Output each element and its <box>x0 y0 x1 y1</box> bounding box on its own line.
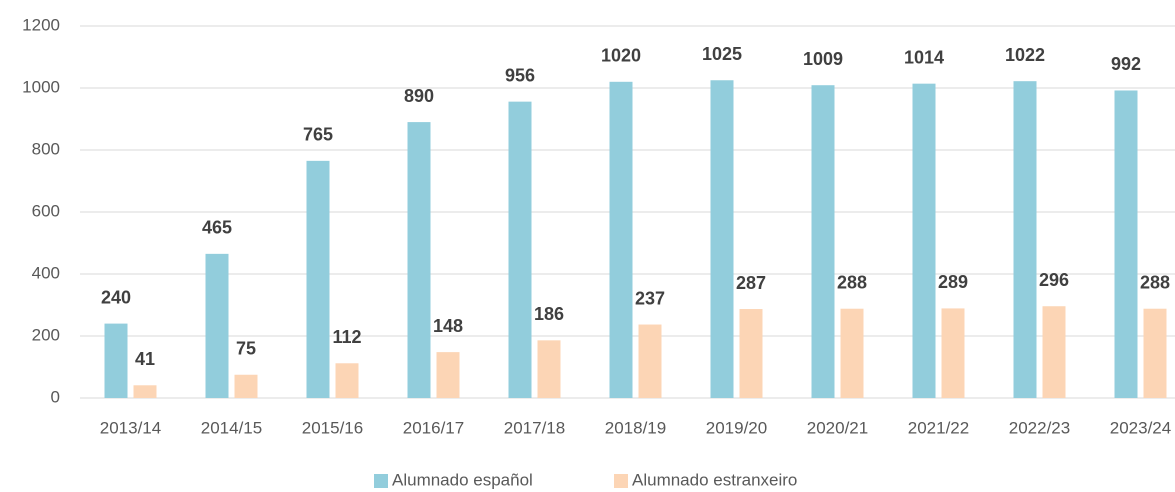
value-label: 1025 <box>702 44 742 64</box>
bar <box>508 101 532 398</box>
legend-swatch <box>374 474 388 488</box>
bar <box>710 80 734 398</box>
x-tick-label: 2013/14 <box>100 418 161 437</box>
y-tick-label: 800 <box>32 139 60 158</box>
y-tick-label: 600 <box>32 201 60 220</box>
y-tick-label: 1000 <box>22 77 60 96</box>
y-tick-label: 400 <box>32 263 60 282</box>
bar <box>104 323 128 398</box>
legend-label: Alumnado español <box>392 470 533 489</box>
bar <box>234 374 258 398</box>
bar <box>912 83 936 398</box>
bar <box>1114 90 1138 398</box>
bar <box>840 308 864 398</box>
bar <box>811 85 835 399</box>
value-label: 289 <box>938 272 968 292</box>
value-label: 1020 <box>601 46 641 66</box>
x-tick-label: 2020/21 <box>807 418 868 437</box>
x-tick-label: 2019/20 <box>706 418 767 437</box>
value-label: 992 <box>1111 54 1141 74</box>
value-label: 890 <box>404 86 434 106</box>
x-tick-label: 2022/23 <box>1009 418 1070 437</box>
value-label: 1009 <box>803 49 843 69</box>
bar <box>1042 306 1066 398</box>
x-tick-label: 2018/19 <box>605 418 666 437</box>
value-label: 237 <box>635 288 665 308</box>
value-label: 41 <box>135 349 155 369</box>
x-tick-label: 2016/17 <box>403 418 464 437</box>
legend-swatch <box>614 474 628 488</box>
y-tick-label: 0 <box>51 387 60 406</box>
x-tick-label: 2017/18 <box>504 418 565 437</box>
value-label: 1022 <box>1005 45 1045 65</box>
value-label: 186 <box>534 304 564 324</box>
value-label: 956 <box>505 65 535 85</box>
value-label: 465 <box>202 218 232 238</box>
bar <box>436 352 460 398</box>
x-tick-label: 2023/24 <box>1110 418 1171 437</box>
value-label: 240 <box>101 287 131 307</box>
y-tick-label: 200 <box>32 325 60 344</box>
bar <box>407 122 431 398</box>
bar <box>1143 308 1167 398</box>
bar <box>638 324 662 398</box>
bar <box>739 309 763 398</box>
value-label: 287 <box>736 273 766 293</box>
bar <box>133 385 157 398</box>
bar <box>1013 81 1037 399</box>
bar <box>306 160 330 398</box>
bar <box>335 363 359 398</box>
value-label: 288 <box>837 272 867 292</box>
value-label: 296 <box>1039 270 1069 290</box>
x-tick-label: 2014/15 <box>201 418 262 437</box>
x-tick-label: 2021/22 <box>908 418 969 437</box>
x-tick-label: 2015/16 <box>302 418 363 437</box>
y-tick-label: 1200 <box>22 15 60 34</box>
bar <box>941 308 965 398</box>
value-label: 148 <box>433 316 463 336</box>
value-label: 1014 <box>904 47 944 67</box>
value-label: 75 <box>236 339 256 359</box>
bar <box>205 253 229 398</box>
bar <box>609 81 633 399</box>
legend-label: Alumnado estranxeiro <box>632 470 797 489</box>
value-label: 288 <box>1140 272 1170 292</box>
bar <box>537 340 561 398</box>
value-label: 765 <box>303 125 333 145</box>
value-label: 112 <box>332 327 361 347</box>
